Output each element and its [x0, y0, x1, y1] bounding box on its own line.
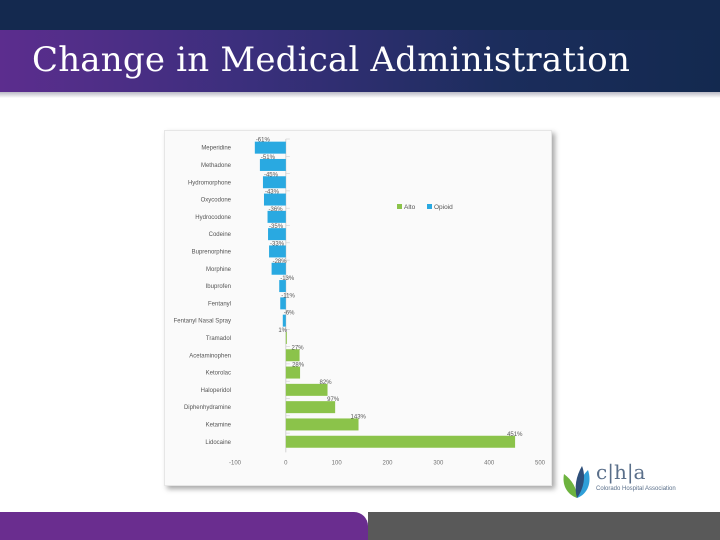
category-label: Ibuprofen [206, 284, 231, 290]
leaf-logo-icon [563, 466, 590, 498]
category-label: Codeine [209, 232, 232, 238]
x-tick-label: -100 [229, 460, 242, 466]
category-label: Diphenhydramine [184, 405, 232, 411]
bar-meperidine [254, 141, 286, 154]
chart-card: Meperidine -61% Methadone -51% Hydromorphone… [164, 130, 552, 486]
data-label: -11% [281, 293, 295, 299]
data-label: -33% [270, 241, 285, 247]
category-label: Oxycodone [201, 198, 232, 204]
legend-label: Opioid [434, 204, 453, 211]
x-tick-label: 0 [284, 460, 288, 466]
category-label: Hydromorphone [188, 180, 232, 186]
footer-bar-right [368, 512, 720, 540]
data-label: -61% [256, 138, 271, 144]
bar-methadone [259, 158, 286, 171]
x-tick-label: 400 [484, 460, 495, 466]
data-label: 97% [327, 397, 340, 403]
bar-tramadol [285, 331, 287, 344]
category-label: Buprenorphine [192, 249, 232, 255]
category-label: Lidocaine [205, 440, 231, 446]
data-label: -28% [273, 259, 288, 265]
legend-label: Alto [404, 204, 416, 211]
x-tick-label: 200 [382, 460, 393, 466]
bar-diphenhydramine [285, 401, 336, 414]
top-strip [0, 0, 720, 30]
data-label: -35% [269, 224, 284, 230]
footer-bar-left [0, 512, 368, 540]
data-label: -45% [264, 172, 279, 178]
bar-buprenorphine [269, 245, 286, 258]
category-label: Tramadol [206, 336, 231, 342]
category-label: Acetaminophen [189, 353, 231, 359]
logo-subtitle: Colorado Hospital Association [596, 486, 676, 492]
bar-ibuprofen [279, 280, 286, 293]
data-label: -36% [269, 207, 284, 213]
logo-wordmark: c|h|a [596, 460, 646, 484]
category-label: Fentanyl [208, 301, 231, 307]
data-label: 1% [278, 328, 287, 334]
x-tick-label: 300 [433, 460, 444, 466]
category-label: Ketorolac [206, 371, 231, 377]
bar-ketamine [285, 418, 359, 431]
category-label: Ketamine [206, 422, 232, 428]
slide-title: Change in Medical Administration [32, 40, 631, 80]
data-label: -6% [284, 311, 295, 317]
bar-chart: Meperidine -61% Methadone -51% Hydromorphone… [174, 138, 546, 467]
data-label: -51% [261, 155, 276, 161]
data-label: 451% [507, 432, 523, 438]
x-tick-label: 100 [332, 460, 343, 466]
bar-fentanyl-nasal-spray [282, 314, 286, 327]
bar-hydrocodone [267, 210, 286, 223]
category-label: Meperidine [201, 146, 231, 152]
x-tick-label: 500 [535, 460, 546, 466]
title-band [0, 30, 720, 92]
bar-hydromorphone [262, 176, 286, 189]
legend-swatch-alto [397, 204, 402, 209]
category-label: Hydrocodone [195, 215, 231, 221]
data-label: 28% [292, 363, 305, 369]
category-label: Morphine [206, 267, 232, 273]
data-label: -43% [265, 190, 280, 196]
bar-lidocaine [285, 435, 516, 448]
data-label: 143% [351, 414, 367, 420]
bar-codeine [268, 228, 286, 241]
category-label: Fentanyl Nasal Spray [174, 319, 231, 325]
data-label: -13% [280, 276, 295, 282]
category-label: Haloperidol [201, 388, 231, 394]
bar-morphine [271, 262, 286, 275]
title-shadow [0, 92, 720, 98]
bar-oxycodone [263, 193, 286, 206]
bar-acetaminophen [285, 349, 300, 362]
data-label: 27% [292, 345, 305, 351]
bar-ketorolac [285, 366, 301, 379]
category-label: Methadone [201, 163, 232, 169]
data-label: 82% [320, 380, 333, 386]
bar-fentanyl [280, 297, 286, 310]
cha-logo: c|h|a Colorado Hospital Association [560, 458, 710, 502]
bar-haloperidol [285, 383, 328, 396]
legend-swatch-opioid [427, 204, 432, 209]
